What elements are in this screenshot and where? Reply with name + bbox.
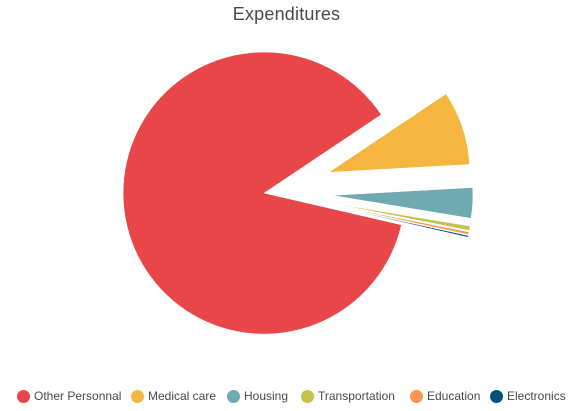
legend-swatch [17, 389, 30, 403]
legend-swatch [131, 389, 144, 403]
pie-slice-housing[interactable] [331, 187, 474, 219]
legend-swatch [301, 389, 314, 403]
legend-item-medical-care[interactable]: Medical care [131, 386, 216, 406]
legend-label: Medical care [148, 389, 217, 403]
legend-swatch [490, 389, 503, 403]
legend-item-housing[interactable]: Housing [227, 386, 288, 406]
pie-slice-medical-care[interactable] [327, 93, 470, 173]
legend-swatch [227, 389, 240, 403]
pie-slice-education[interactable] [330, 204, 470, 235]
legend-label: Other Personnal [34, 389, 122, 403]
legend-label: Transportation [318, 389, 395, 403]
legend-swatch [410, 389, 423, 403]
pie-slice-other-personnal[interactable] [122, 51, 402, 335]
legend-item-electronics[interactable]: Electronics [490, 386, 566, 406]
pie-slice-electronics[interactable] [330, 205, 469, 238]
pie-slices [122, 51, 474, 335]
legend-item-education[interactable]: Education [410, 386, 480, 406]
legend: Other Personnal Medical care Housing Tra… [0, 386, 573, 406]
legend-item-transportation[interactable]: Transportation [301, 386, 395, 406]
legend-label: Housing [244, 389, 289, 403]
legend-item-other-personnal[interactable]: Other Personnal [17, 386, 121, 406]
pie-slice-transportation[interactable] [330, 202, 471, 231]
legend-label: Electronics [507, 389, 566, 403]
chart-title: Expenditures [232, 4, 341, 24]
legend-label: Education [427, 389, 481, 403]
